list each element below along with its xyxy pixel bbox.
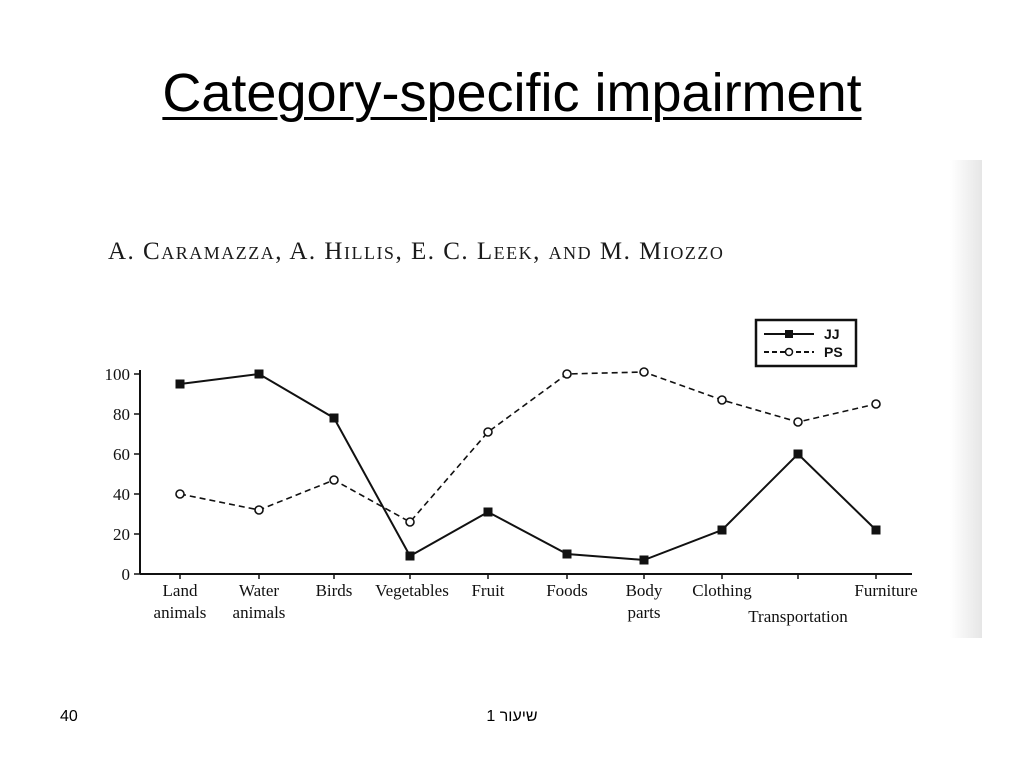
x-tick-label: Clothing	[692, 581, 752, 600]
data-point-jj	[793, 449, 803, 459]
data-point-jj	[717, 525, 727, 535]
x-tick-label: Land animals	[154, 581, 207, 622]
legend-marker-jj	[785, 330, 793, 338]
data-point-jj	[405, 551, 415, 561]
x-tick-label: Furniture	[854, 581, 917, 600]
data-point-ps	[717, 395, 727, 405]
x-tick-label: Birds	[316, 581, 353, 600]
x-tick-label: Body parts	[626, 581, 663, 622]
chart-series	[175, 367, 881, 565]
data-point-jj	[254, 369, 264, 379]
legend-marker-ps	[784, 347, 794, 357]
series-ps	[175, 367, 881, 527]
y-tick-label: 100	[105, 365, 131, 384]
slide-title: Category-specific impairment	[162, 63, 862, 123]
series-line-jj	[179, 372, 877, 562]
data-point-ps	[639, 367, 649, 377]
legend-label-ps: PS	[824, 344, 843, 360]
data-point-ps	[254, 505, 264, 515]
scanned-figure	[90, 160, 980, 638]
y-tick-label: 0	[122, 565, 131, 584]
data-point-ps	[562, 369, 572, 379]
y-tick-label: 40	[113, 485, 130, 504]
data-point-ps	[405, 517, 415, 527]
data-point-jj	[639, 555, 649, 565]
data-point-jj	[871, 525, 881, 535]
x-tick-label: Foods	[546, 581, 588, 600]
legend-label-jj: JJ	[824, 326, 840, 342]
data-point-ps	[175, 489, 185, 499]
x-tick-label: Water animals	[233, 581, 286, 622]
data-point-ps	[793, 417, 803, 427]
data-point-ps	[483, 427, 493, 437]
y-tick-label: 60	[113, 445, 130, 464]
data-point-ps	[871, 399, 881, 409]
legend-box	[754, 318, 858, 368]
x-tick-label: Transportation	[748, 607, 848, 626]
chart-labels: 0 20 40 60 80 100 Land animals Water animals Birds…	[105, 365, 918, 626]
data-point-ps	[329, 475, 339, 485]
x-tick-label: Fruit	[471, 581, 504, 600]
y-tick-label: 20	[113, 525, 130, 544]
series-jj	[175, 369, 881, 565]
data-point-jj	[562, 549, 572, 559]
slide-footer: שיעור 1	[486, 708, 538, 725]
chart-legend: JJ PS	[754, 318, 858, 368]
series-line-ps	[179, 371, 877, 524]
chart-axes	[134, 370, 912, 579]
data-point-jj	[175, 379, 185, 389]
scan-edge-shadow	[950, 160, 982, 638]
figure-authors: A. Caramazza, A. Hillis, E. C. Leek, and…	[108, 238, 725, 265]
y-tick-label: 80	[113, 405, 130, 424]
slide-number: 40	[60, 708, 78, 725]
data-point-jj	[329, 413, 339, 423]
data-point-jj	[483, 507, 493, 517]
x-tick-label: Vegetables	[375, 581, 449, 600]
